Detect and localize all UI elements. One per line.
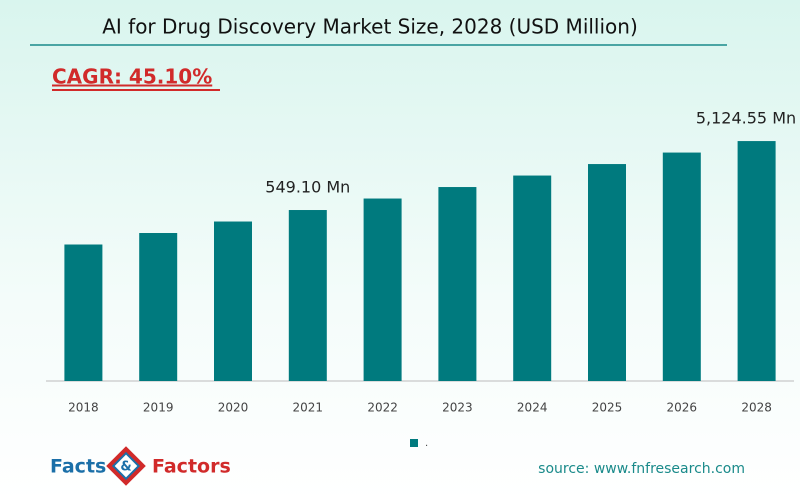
x-tick-label: 2021 <box>293 401 324 415</box>
bar <box>588 164 626 381</box>
bar <box>64 244 103 381</box>
cagr: CAGR: 45.10% <box>52 65 212 89</box>
legend-swatch <box>410 439 418 447</box>
bar <box>662 152 701 381</box>
source: source: www.fnfresearch.com <box>538 461 745 477</box>
value-label: 549.10 Mn <box>265 178 350 197</box>
chart-title: AI for Drug Discovery Market Size, 2028 … <box>102 15 638 39</box>
x-tick-label: 2020 <box>218 401 249 415</box>
logo-left: Facts <box>50 456 106 478</box>
legend-label: . <box>425 438 428 449</box>
bar <box>513 175 552 381</box>
x-tick-label: 2018 <box>68 401 99 415</box>
bar <box>214 221 252 381</box>
x-tick-label: 2025 <box>592 401 623 415</box>
bar <box>438 187 477 381</box>
logo: Facts & Factors <box>50 446 231 486</box>
bar <box>737 141 776 381</box>
logo-amp: & <box>120 460 131 475</box>
bar <box>139 233 178 381</box>
x-tick-label: 2026 <box>667 401 698 415</box>
bar <box>288 210 327 381</box>
x-tick-label: 2024 <box>517 401 548 415</box>
logo-diamond-inner <box>111 451 141 481</box>
x-tick-label: 2022 <box>367 401 398 415</box>
bar <box>363 198 402 381</box>
x-tick-label: 2019 <box>143 401 174 415</box>
logo-right: Factors <box>152 456 231 478</box>
x-tick-label: 2023 <box>442 401 473 415</box>
value-label: 5,124.55 Mn <box>696 109 796 128</box>
x-tick-label: 2028 <box>741 401 772 415</box>
